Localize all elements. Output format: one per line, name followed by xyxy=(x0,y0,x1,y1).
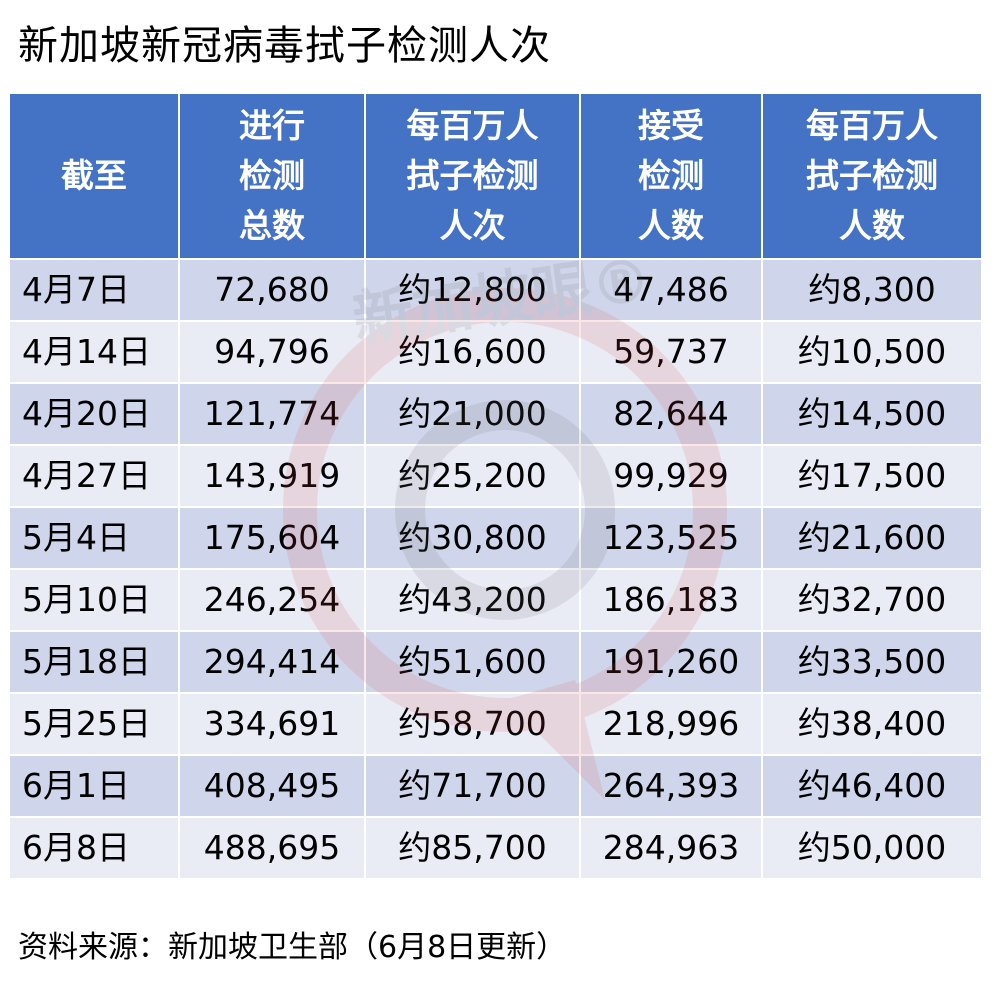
header-line: 检测 xyxy=(239,156,305,195)
cell-tests-per-million: 约21,000 xyxy=(364,382,581,446)
cell-people-tested: 123,525 xyxy=(579,506,763,570)
cell-total-tests: 175,604 xyxy=(178,506,366,570)
cell-date: 4月20日 xyxy=(8,382,180,446)
cell-people-tested: 99,929 xyxy=(579,444,763,508)
cell-tests-per-million: 约71,700 xyxy=(364,754,581,818)
header-cell-total-tests: 进行 检测 总数 xyxy=(178,92,366,260)
cell-people-tested: 47,486 xyxy=(579,258,763,322)
cell-date: 4月27日 xyxy=(8,444,180,508)
cell-people-tested: 284,963 xyxy=(579,816,763,880)
cell-people-tested: 186,183 xyxy=(579,568,763,632)
cell-tests-per-million: 约43,200 xyxy=(364,568,581,632)
table-row: 5月18日 294,414 约51,600 191,260 约33,500 xyxy=(8,630,983,694)
cell-tests-per-million: 约25,200 xyxy=(364,444,581,508)
cell-date: 5月25日 xyxy=(8,692,180,756)
header-line: 人数 xyxy=(839,206,905,245)
cell-tests-per-million: 约12,800 xyxy=(364,258,581,322)
cell-people-per-million: 约46,400 xyxy=(761,754,983,818)
table-row: 4月7日 72,680 约12,800 47,486 约8,300 xyxy=(8,258,983,322)
header-line: 每百万人 xyxy=(806,106,938,145)
cell-people-per-million: 约21,600 xyxy=(761,506,983,570)
page-title: 新加坡新冠病毒拭子检测人次 xyxy=(18,23,551,69)
table-row: 5月10日 246,254 约43,200 186,183 约32,700 xyxy=(8,568,983,632)
header-cell-date: 截至 xyxy=(8,92,180,260)
cell-tests-per-million: 约16,600 xyxy=(364,320,581,384)
cell-total-tests: 143,919 xyxy=(178,444,366,508)
cell-people-per-million: 约38,400 xyxy=(761,692,983,756)
header-cell-people-tested: 接受 检测 人数 xyxy=(579,92,763,260)
header-line: 每百万人 xyxy=(406,106,539,145)
cell-people-per-million: 约14,500 xyxy=(761,382,983,446)
cell-people-per-million: 约17,500 xyxy=(761,444,983,508)
cell-total-tests: 72,680 xyxy=(178,258,366,322)
cell-total-tests: 246,254 xyxy=(178,568,366,632)
source-note: 资料来源：新加坡卫生部（6月8日更新） xyxy=(18,930,567,965)
cell-people-per-million: 约8,300 xyxy=(761,258,983,322)
header-cell-people-per-million: 每百万人 拭子检测 人数 xyxy=(761,92,983,260)
header-line: 拭子检测 xyxy=(806,156,938,195)
header-cell-tests-per-million: 每百万人 拭子检测 人次 xyxy=(364,92,581,260)
header-line: 截至 xyxy=(61,156,127,195)
header-line: 人次 xyxy=(439,206,506,245)
table-row: 4月20日 121,774 约21,000 82,644 约14,500 xyxy=(8,382,983,446)
cell-people-tested: 82,644 xyxy=(579,382,763,446)
header-line: 拭子检测 xyxy=(406,156,539,195)
table-row: 5月4日 175,604 约30,800 123,525 约21,600 xyxy=(8,506,983,570)
cell-tests-per-million: 约58,700 xyxy=(364,692,581,756)
cell-total-tests: 94,796 xyxy=(178,320,366,384)
cell-people-tested: 218,996 xyxy=(579,692,763,756)
cell-date: 6月1日 xyxy=(8,754,180,818)
cell-date: 6月8日 xyxy=(8,816,180,880)
cell-date: 5月10日 xyxy=(8,568,180,632)
table-row: 6月1日 408,495 约71,700 264,393 约46,400 xyxy=(8,754,983,818)
cell-date: 5月18日 xyxy=(8,630,180,694)
cell-date: 4月7日 xyxy=(8,258,180,322)
cell-people-tested: 59,737 xyxy=(579,320,763,384)
table-row: 4月27日 143,919 约25,200 99,929 约17,500 xyxy=(8,444,983,508)
cell-date: 4月14日 xyxy=(8,320,180,384)
cell-people-per-million: 约50,000 xyxy=(761,816,983,880)
cell-tests-per-million: 约51,600 xyxy=(364,630,581,694)
data-table: 截至 进行 检测 总数 每百万人 拭子检测 人次 接受 检测 人数 每百万人 拭… xyxy=(8,92,983,880)
cell-total-tests: 121,774 xyxy=(178,382,366,446)
cell-total-tests: 408,495 xyxy=(178,754,366,818)
header-line: 人数 xyxy=(638,206,704,245)
cell-total-tests: 294,414 xyxy=(178,630,366,694)
table-header-row: 截至 进行 检测 总数 每百万人 拭子检测 人次 接受 检测 人数 每百万人 拭… xyxy=(8,92,983,260)
header-line: 进行 xyxy=(239,106,305,145)
cell-people-tested: 264,393 xyxy=(579,754,763,818)
header-line: 总数 xyxy=(239,206,305,245)
table-row: 4月14日 94,796 约16,600 59,737 约10,500 xyxy=(8,320,983,384)
table-row: 6月8日 488,695 约85,700 284,963 约50,000 xyxy=(8,816,983,880)
header-line: 检测 xyxy=(638,156,704,195)
header-line: 接受 xyxy=(638,106,704,145)
cell-people-per-million: 约10,500 xyxy=(761,320,983,384)
cell-people-per-million: 约33,500 xyxy=(761,630,983,694)
cell-total-tests: 334,691 xyxy=(178,692,366,756)
cell-total-tests: 488,695 xyxy=(178,816,366,880)
cell-people-tested: 191,260 xyxy=(579,630,763,694)
cell-tests-per-million: 约85,700 xyxy=(364,816,581,880)
cell-date: 5月4日 xyxy=(8,506,180,570)
table-row: 5月25日 334,691 约58,700 218,996 约38,400 xyxy=(8,692,983,756)
cell-tests-per-million: 约30,800 xyxy=(364,506,581,570)
cell-people-per-million: 约32,700 xyxy=(761,568,983,632)
